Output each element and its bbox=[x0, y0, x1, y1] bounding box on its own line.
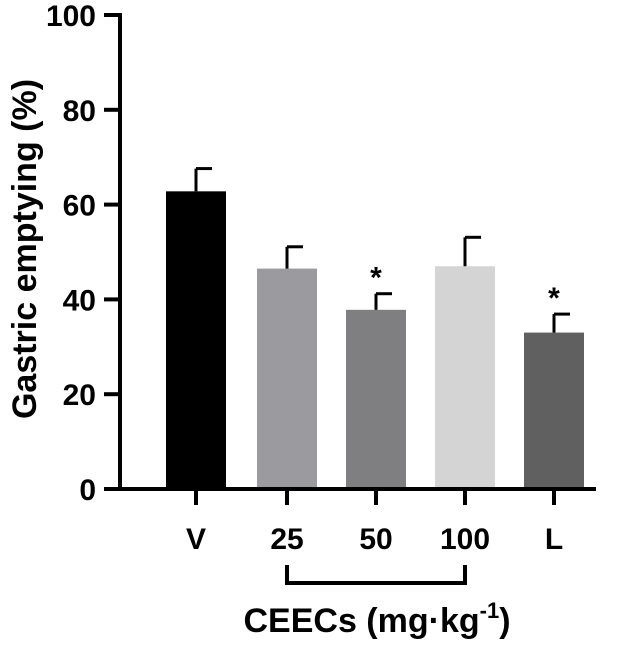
x-tick-label-100: 100 bbox=[440, 523, 490, 556]
bars-layer bbox=[166, 191, 584, 489]
y-tick-label-0: 0 bbox=[79, 474, 96, 507]
x-axis-group-title-sup: -1 bbox=[480, 598, 500, 623]
bar-L bbox=[524, 332, 584, 489]
bar-25 bbox=[257, 268, 317, 489]
y-tick-label-20: 20 bbox=[63, 379, 96, 412]
x-tick-labels: V 25 50 100 L bbox=[186, 523, 563, 556]
y-tick-label-40: 40 bbox=[63, 284, 96, 317]
x-tick-label-V: V bbox=[186, 523, 206, 556]
axes-layer bbox=[104, 13, 596, 505]
significance-marker-50: * bbox=[370, 262, 382, 295]
x-tick-label-25: 25 bbox=[270, 523, 303, 556]
x-tick-label-L: L bbox=[545, 523, 563, 556]
significance-marker-L: * bbox=[548, 282, 560, 315]
y-tick-label-60: 60 bbox=[63, 190, 96, 223]
y-tick-label-80: 80 bbox=[63, 95, 96, 128]
x-axis-group-title-main: CEECs (mg·kg bbox=[243, 602, 479, 640]
y-tick-label-100: 100 bbox=[46, 0, 96, 33]
group-bracket-line bbox=[285, 565, 467, 585]
y-axis-title: Gastric emptying (%) bbox=[6, 79, 44, 419]
bar-100 bbox=[435, 266, 495, 489]
x-axis-group-title-close: ) bbox=[499, 602, 510, 640]
bar-50 bbox=[346, 309, 406, 489]
x-tick-label-50: 50 bbox=[359, 523, 392, 556]
bar-V bbox=[166, 191, 226, 489]
error-bars-layer bbox=[194, 167, 570, 333]
significance-layer: ** bbox=[370, 262, 560, 315]
group-bracket bbox=[285, 565, 467, 585]
y-tick-labels: 0 20 40 60 80 100 bbox=[46, 0, 96, 507]
x-axis-group-title: CEECs (mg·kg-1) bbox=[243, 598, 510, 640]
